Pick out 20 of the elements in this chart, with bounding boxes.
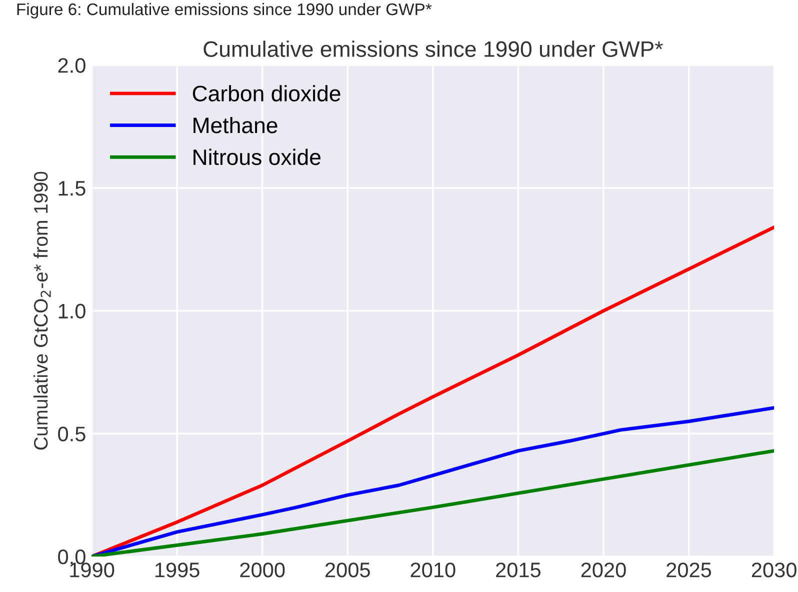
x-tick-label: 2010 — [410, 562, 456, 578]
x-tick-label: 2025 — [666, 562, 712, 578]
x-tick-label: 2015 — [496, 562, 541, 578]
y-tick-label: 0.5 — [58, 426, 86, 442]
x-tick-label: 2005 — [326, 562, 370, 578]
y-tick-label: 1.5 — [58, 181, 86, 196]
y-tick-label: 1.0 — [58, 304, 86, 319]
legend-label: Carbon dioxide — [192, 85, 340, 102]
x-tick-label: 2000 — [240, 562, 285, 578]
x-tick-label: 1990 — [70, 562, 114, 578]
x-tick-label: 2020 — [581, 562, 626, 578]
caption: Figure 6: Cumulative emissions since 1990 under GWP* — [17, 2, 432, 18]
y-tick-label: 2.0 — [58, 58, 86, 73]
y-tick-label: 0.0 — [58, 549, 86, 564]
x-tick-label: 1995 — [155, 562, 200, 578]
y-axis-title: Cumulative GtCO$_{2}$-e* from 1990 — [33, 172, 51, 450]
legend-label: Methane — [194, 116, 278, 134]
chart-title: Cumulative emissions since 1990 under GWP* — [204, 40, 663, 58]
legend-label: Nitrous oxide — [194, 148, 320, 166]
x-tick-label: 2030 — [752, 562, 796, 578]
